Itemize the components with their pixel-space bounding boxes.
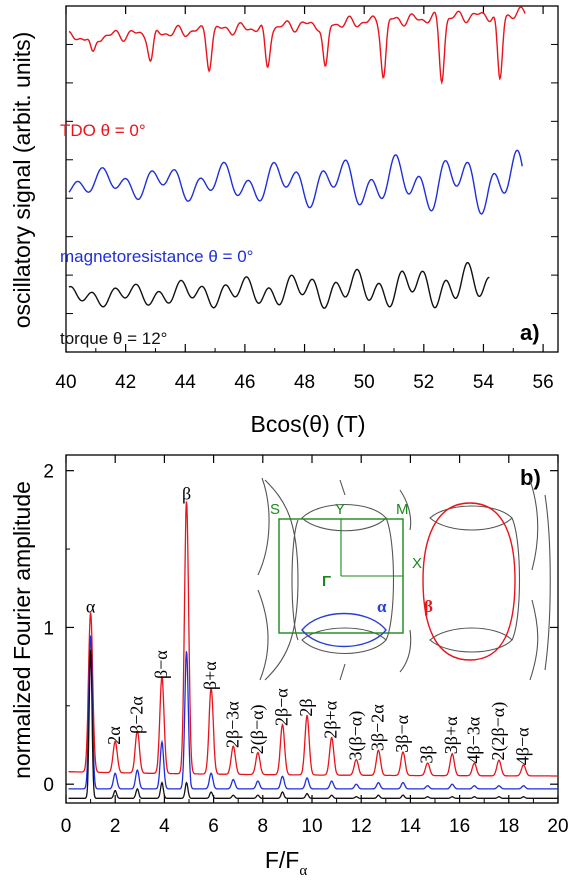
panel-a-x-tick-label: 44 — [175, 372, 197, 393]
peak-label: 3β — [417, 745, 437, 763]
peak-label: 2α — [104, 726, 124, 745]
peak-label: 2β — [296, 698, 316, 716]
panel-b-tag: b) — [520, 465, 541, 490]
peak-label: 2β+α — [321, 700, 341, 738]
panel-a-x-tick-label: 48 — [294, 372, 315, 393]
panel-a-x-tick-label: 50 — [354, 372, 375, 393]
inset-label-m: M — [396, 501, 409, 518]
peak-label: β+α — [200, 661, 220, 690]
panel-a-trace-torque — [68, 261, 490, 309]
panel-a-x-tick-label: 56 — [533, 372, 554, 393]
panel-a-x-tick-label: 42 — [115, 372, 136, 393]
panel-b-y-tick-label: 0 — [43, 775, 54, 796]
panel-b-x-tick-label: 18 — [498, 816, 519, 837]
inset-label-x: X — [412, 555, 422, 572]
inset-label-gamma: Γ — [322, 573, 331, 590]
panel-a-x-tick-label: 52 — [413, 372, 434, 393]
panel-b-spectrum-red — [68, 501, 558, 777]
peak-label: 4β−3α — [463, 716, 483, 763]
peak-label: 2(β−α) — [247, 704, 268, 754]
torque-label: torque θ = 12° — [60, 329, 167, 348]
panel-b-x-axis-title: F/Fα — [265, 847, 308, 879]
tdo-label: TDO θ = 0° — [60, 121, 146, 140]
peak-label: 2β−α — [272, 688, 292, 726]
panel-a: 40 42 44 46 48 50 52 54 56 TDO θ = 0° magnetores… — [9, 5, 559, 437]
panel-a-trace-magnetoresistance — [68, 149, 523, 215]
panel-a-trace-tdo — [68, 6, 526, 85]
panel-a-x-tick-labels: 40 42 44 46 48 50 52 54 56 — [55, 372, 553, 393]
panel-b-x-tick-label: 14 — [400, 816, 422, 837]
peak-label: 3(β−α) — [345, 711, 366, 761]
peak-label: α — [86, 596, 96, 616]
peak-label: 2β−3α — [222, 701, 242, 748]
peak-label: β−α — [151, 650, 171, 679]
panel-b-spectrum-black — [68, 649, 558, 799]
panel-a-x-tick-label: 40 — [55, 372, 76, 393]
panel-b-x-tick-label: 10 — [301, 816, 322, 837]
panel-a-x-tick-label: 46 — [234, 372, 255, 393]
peak-label: 3β+α — [441, 716, 461, 754]
peak-label: 4β−α — [513, 727, 533, 765]
panel-b-x-tick-label: 2 — [110, 816, 121, 837]
panel-b-x-tick-label: 6 — [208, 816, 219, 837]
inset-label-s: S — [270, 501, 280, 518]
panel-b-y-tick-label: 2 — [43, 462, 54, 483]
inset-label-beta: β — [424, 597, 433, 616]
magnetoresistance-label: magnetoresistance θ = 0° — [60, 247, 253, 266]
inset-label-alpha: α — [377, 597, 387, 616]
panel-b-x-tick-label: 4 — [159, 816, 170, 837]
peak-label: 3β−α — [392, 714, 412, 752]
panel-b-x-tick-label: 12 — [351, 816, 372, 837]
alpha-orbit — [301, 612, 387, 648]
beta-orbit — [422, 502, 516, 661]
panel-a-x-tick-label: 54 — [473, 372, 495, 393]
panel-a-tag: a) — [520, 320, 540, 345]
panel-b-peak-labels: α 2αβ−2αβ−α β β+α2β−3α 2(β−α) 2β−α 2β 2β+α 3(β−α… — [86, 483, 533, 765]
panel-b-spectrum-blue — [68, 635, 558, 790]
panel-a-frame — [65, 5, 559, 353]
panel-b-x-tick-label: 8 — [258, 816, 269, 837]
brillouin-zone-inset: S Y M X Γ α β — [257, 477, 551, 681]
panel-a-traces — [68, 6, 526, 309]
panel-b-traces — [68, 501, 558, 799]
panel-b-x-tick-label: 16 — [449, 816, 470, 837]
panel-b-ticks — [65, 455, 559, 803]
panel-b-y-tick-label: 1 — [43, 618, 54, 639]
panel-a-y-axis-title: oscillatory signal (arbit. units) — [9, 32, 35, 329]
peak-label: β — [182, 483, 191, 503]
panel-a-y-ticks — [66, 43, 558, 315]
panel-b-x-tick-label: 20 — [547, 816, 568, 837]
panel-b-x-tick-label: 0 — [61, 816, 72, 837]
panel-b-y-axis-title: normalized Fourier amplitude — [9, 481, 35, 779]
peak-label: β−2α — [126, 696, 146, 734]
peak-label: 3β−2α — [367, 704, 387, 751]
panel-a-x-axis-title: Bcos(θ) (T) — [251, 411, 366, 437]
inset-label-y: Y — [335, 501, 345, 518]
fermi-surface-lines — [257, 477, 551, 681]
panel-a-x-ticks — [65, 6, 544, 352]
peak-label: 2(2β−α) — [488, 702, 509, 761]
